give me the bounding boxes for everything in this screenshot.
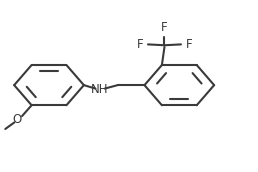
Text: F: F	[161, 21, 168, 34]
Text: O: O	[13, 113, 22, 126]
Text: NH: NH	[91, 83, 109, 96]
Text: F: F	[137, 38, 143, 51]
Text: F: F	[186, 38, 192, 51]
